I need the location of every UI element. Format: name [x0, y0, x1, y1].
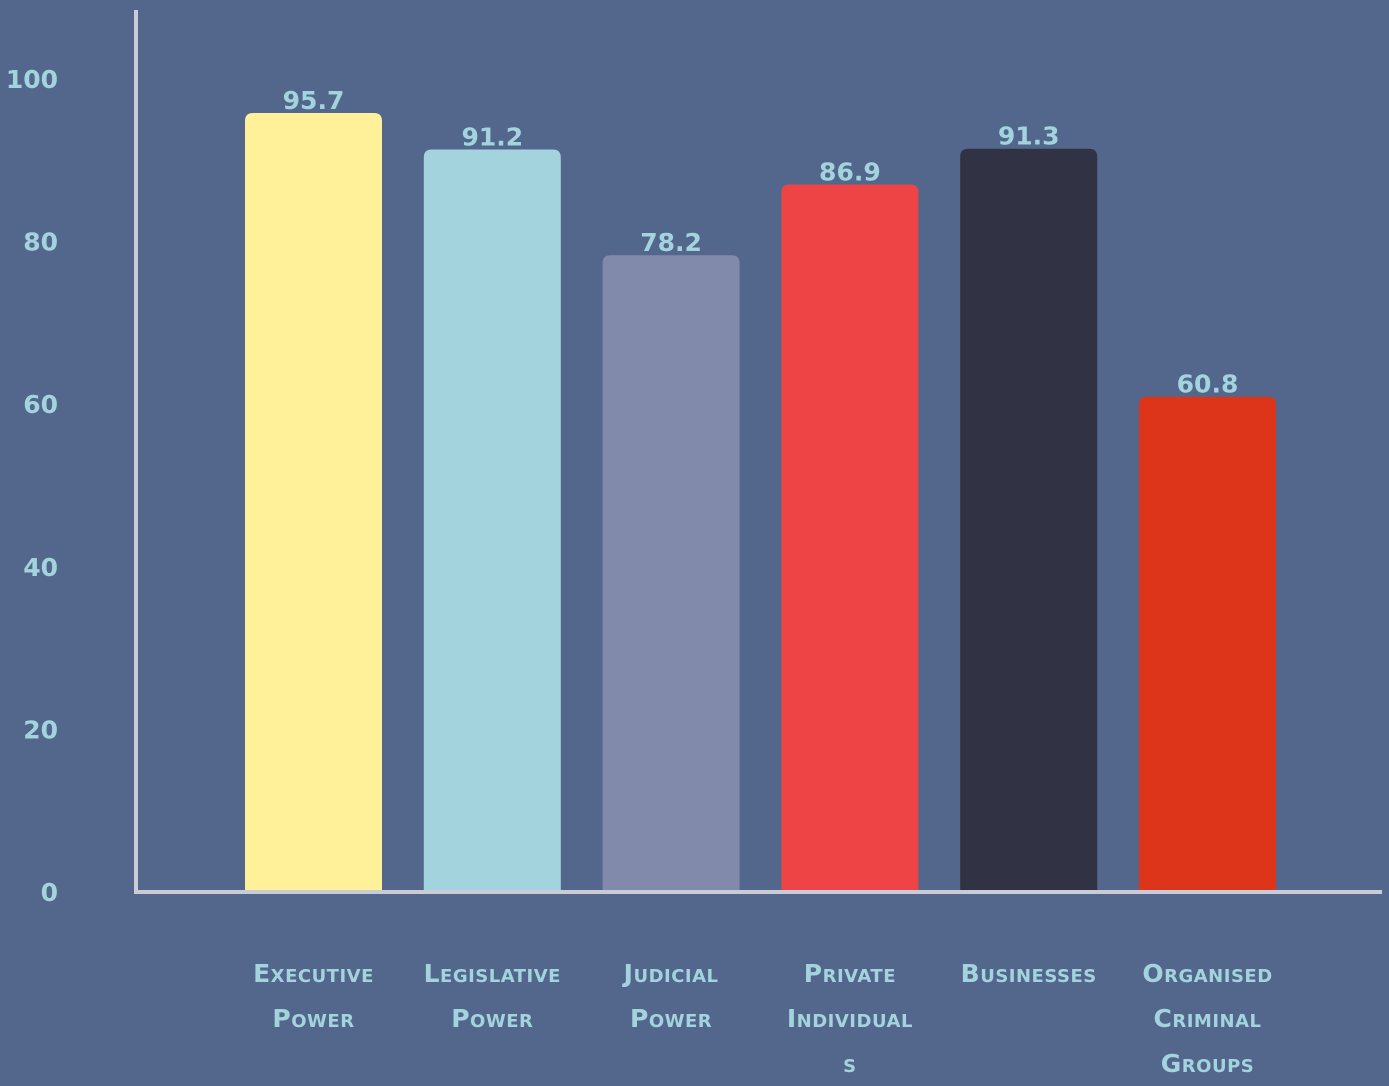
bar: [245, 112, 382, 892]
bar: [602, 255, 740, 891]
x-tick-label: Judicial Power: [622, 959, 719, 1033]
category-labels: Executive Power Legislative Power Judicial Po…: [253, 959, 1272, 1078]
x-tick-label: Businesses: [961, 959, 1097, 988]
y-tick-label: 100: [6, 65, 58, 94]
y-axis-ticks: 0 20 40 60 80 100: [6, 65, 58, 907]
data-label: 91.2: [461, 123, 523, 152]
data-label: 86.9: [819, 158, 881, 187]
x-tick-label: Legislative Power: [424, 959, 561, 1033]
x-tick-label: Private Individual s: [787, 959, 913, 1078]
y-tick-label: 60: [23, 390, 58, 419]
data-label: 91.3: [998, 122, 1060, 151]
bar: [1139, 396, 1276, 891]
y-tick-label: 80: [23, 228, 58, 257]
data-label: 78.2: [640, 228, 702, 257]
data-label: 60.8: [1177, 370, 1239, 399]
axes: [134, 10, 1382, 894]
x-tick-label: Executive Power: [253, 959, 374, 1033]
y-tick-label: 0: [41, 878, 58, 907]
y-tick-label: 40: [23, 553, 58, 582]
bar: [960, 148, 1098, 891]
bar: [781, 184, 919, 892]
x-tick-label: Organised Criminal Groups: [1142, 959, 1272, 1078]
data-label: 95.7: [283, 86, 345, 115]
bar: [423, 149, 561, 891]
bars: [245, 112, 1276, 892]
data-labels: 95.7 91.2 78.2 86.9 91.3 60.8: [283, 86, 1239, 399]
y-tick-label: 20: [23, 715, 58, 744]
